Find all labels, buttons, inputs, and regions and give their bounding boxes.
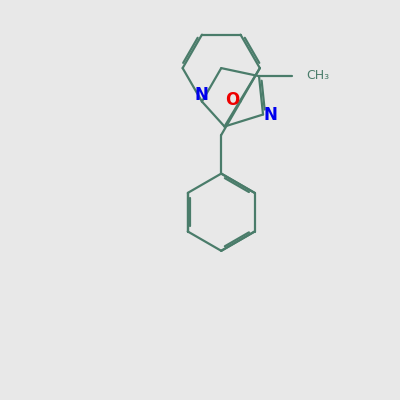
Text: CH₃: CH₃ [306, 69, 330, 82]
Text: N: N [263, 106, 277, 124]
Text: N: N [194, 86, 208, 104]
Text: O: O [225, 91, 239, 109]
